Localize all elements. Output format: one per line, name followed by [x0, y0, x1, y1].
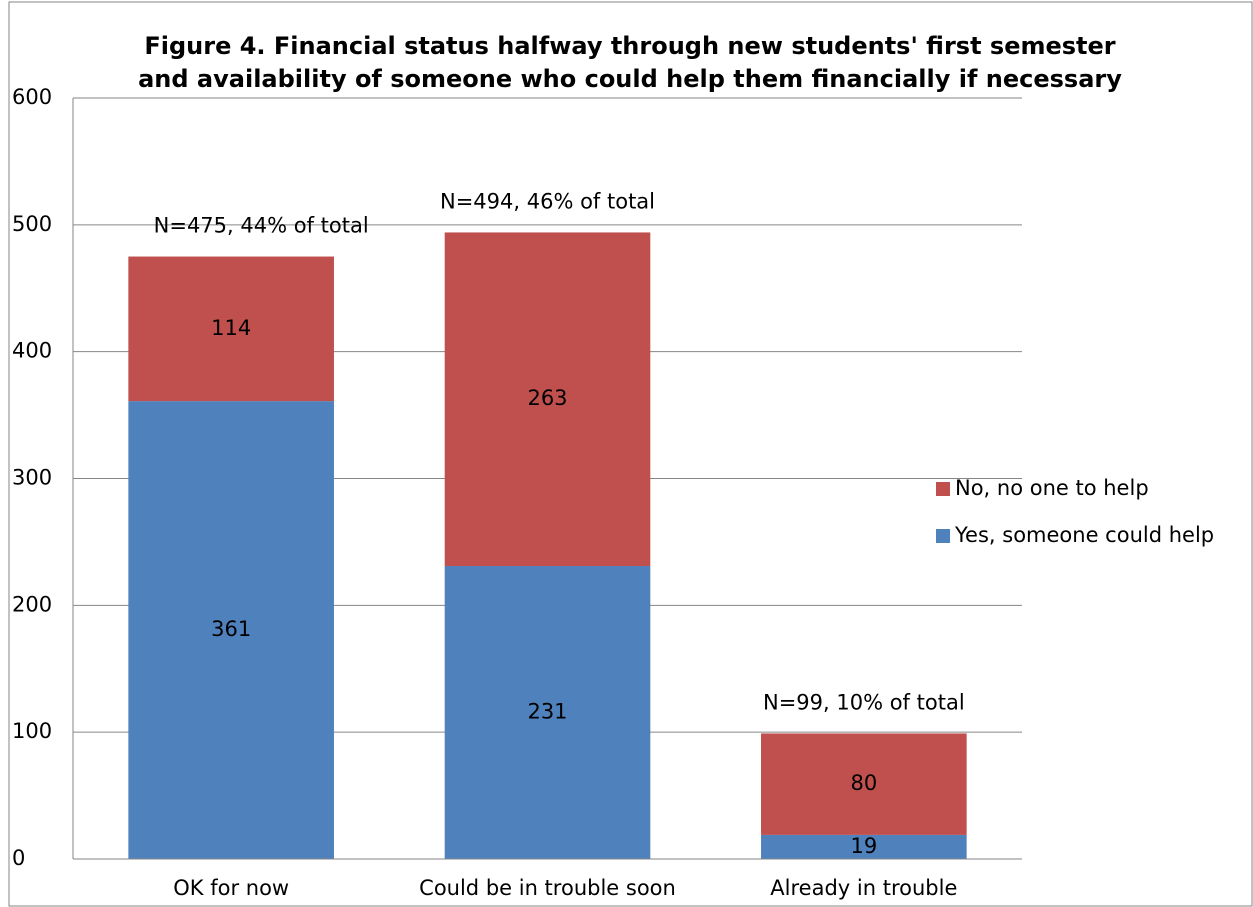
bar-segment: [444, 566, 651, 859]
bar-segment: [761, 733, 967, 835]
x-tick-label: Already in trouble: [770, 876, 957, 900]
legend-label: Yes, someone could help: [954, 523, 1214, 547]
legend-swatch: [936, 529, 950, 543]
y-tick-label: 500: [12, 212, 52, 236]
legend-label: No, no one to help: [955, 476, 1149, 500]
bar-segment: [761, 834, 967, 859]
y-tick-label: 200: [12, 592, 52, 616]
legend-swatch: [936, 482, 950, 496]
chart-title: Figure 4. Financial status halfway throu…: [144, 32, 1115, 60]
y-tick-label: 0: [12, 846, 25, 870]
data-label: 361: [211, 617, 251, 641]
y-tick-label: 100: [12, 719, 52, 743]
y-tick-label: 600: [12, 85, 52, 109]
data-label: 19: [850, 834, 877, 858]
annotation: N=494, 46% of total: [440, 189, 655, 213]
annotation: N=475, 44% of total: [154, 214, 369, 238]
data-label: 231: [527, 700, 567, 724]
bar-segment: [128, 256, 334, 402]
y-tick-label: 300: [12, 466, 52, 490]
x-tick-label: Could be in trouble soon: [419, 876, 676, 900]
annotation: N=99, 10% of total: [763, 690, 965, 714]
bar-segment: [444, 232, 651, 567]
x-tick-label: OK for now: [173, 876, 289, 900]
data-label: 114: [211, 316, 251, 340]
y-tick-label: 400: [12, 339, 52, 363]
chart-title: and availability of someone who could he…: [138, 65, 1122, 93]
data-label: 263: [527, 386, 567, 410]
data-label: 80: [850, 771, 877, 795]
bar-segment: [128, 401, 334, 859]
